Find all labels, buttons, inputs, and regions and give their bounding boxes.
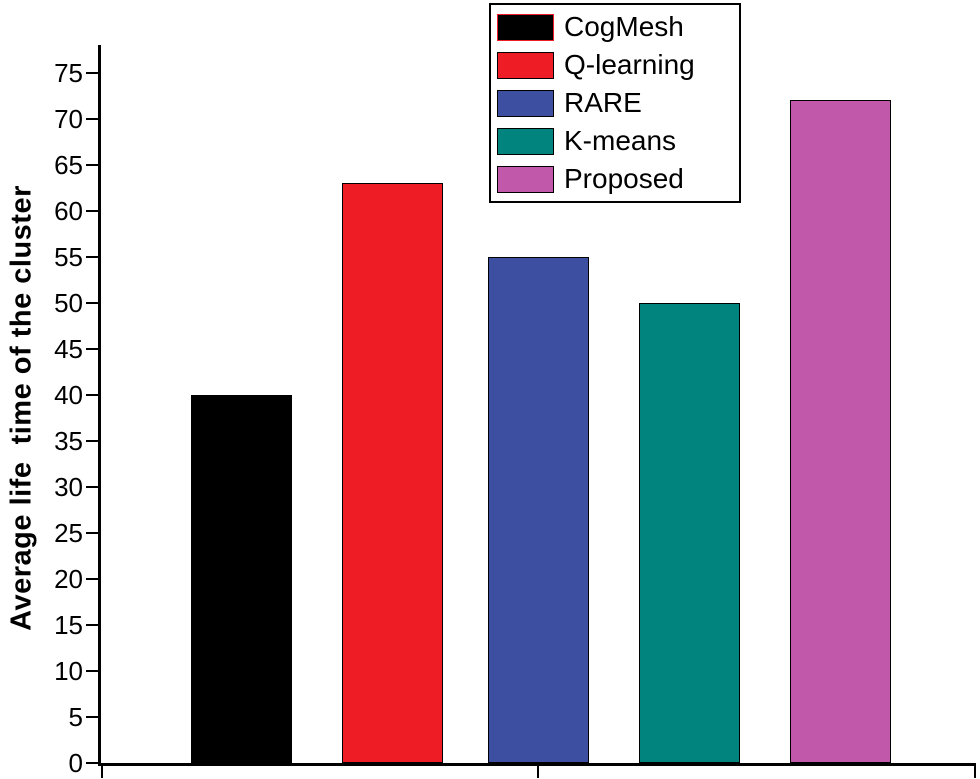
y-tick bbox=[86, 715, 98, 718]
y-tick bbox=[86, 347, 98, 350]
y-tick bbox=[86, 255, 98, 258]
y-tick bbox=[86, 623, 98, 626]
legend-label: Proposed bbox=[564, 163, 684, 194]
y-tick bbox=[86, 577, 98, 580]
legend-swatch bbox=[497, 165, 554, 193]
legend-swatch bbox=[497, 51, 554, 79]
y-tick bbox=[86, 669, 98, 672]
bar-q-learning bbox=[341, 183, 443, 763]
y-tick-label: 0 bbox=[68, 748, 83, 778]
y-tick bbox=[86, 71, 98, 74]
y-tick bbox=[86, 439, 98, 442]
y-tick-label: 25 bbox=[54, 517, 83, 548]
y-tick bbox=[86, 209, 98, 212]
legend-label: K-means bbox=[564, 125, 677, 156]
y-tick-label: 75 bbox=[54, 57, 83, 88]
legend-item: K-means bbox=[497, 122, 733, 160]
y-tick-label: 50 bbox=[54, 287, 83, 318]
y-tick-label: 65 bbox=[54, 149, 83, 180]
legend-label: Q-learning bbox=[564, 49, 695, 80]
bar-cogmesh bbox=[190, 394, 292, 763]
legend-item: RARE bbox=[497, 84, 733, 122]
x-tick bbox=[101, 766, 103, 778]
y-tick-label: 20 bbox=[54, 563, 83, 594]
legend-item: Q-learning bbox=[497, 46, 733, 84]
bar-k-means bbox=[638, 302, 740, 763]
y-tick bbox=[86, 301, 98, 304]
legend-label: CogMesh bbox=[564, 11, 684, 42]
x-tick bbox=[536, 766, 539, 778]
bar-proposed bbox=[789, 100, 891, 763]
y-tick-label: 35 bbox=[54, 425, 83, 456]
y-tick-label: 30 bbox=[54, 471, 83, 502]
legend-item: Proposed bbox=[497, 160, 733, 198]
plot-area: 0 5 10 15 20 25 30 35 40 45 50 55 60 65 70 75 bbox=[54, 45, 976, 778]
y-tick bbox=[86, 117, 98, 120]
legend: CogMesh Q-learning RARE K-means Proposed bbox=[489, 3, 741, 203]
legend-swatch bbox=[497, 13, 554, 41]
y-tick-label: 60 bbox=[54, 195, 83, 226]
y-tick-label: 5 bbox=[68, 701, 83, 732]
y-tick-label: 40 bbox=[54, 379, 83, 410]
y-tick bbox=[86, 531, 98, 534]
y-tick-label: 55 bbox=[54, 241, 83, 272]
y-axis-title: Average life time of the cluster bbox=[5, 185, 38, 631]
legend-item: CogMesh bbox=[497, 8, 733, 46]
y-tick bbox=[86, 393, 98, 396]
legend-label: RARE bbox=[564, 87, 642, 118]
y-tick bbox=[86, 163, 98, 166]
legend-swatch bbox=[497, 89, 554, 117]
x-tick bbox=[974, 766, 976, 778]
y-tick-label: 70 bbox=[54, 103, 83, 134]
y-tick-label: 10 bbox=[54, 655, 83, 686]
legend-swatch bbox=[497, 127, 554, 155]
y-tick bbox=[86, 485, 98, 488]
bar-rare bbox=[488, 256, 589, 763]
y-tick-label: 45 bbox=[54, 333, 83, 364]
y-tick-label: 15 bbox=[54, 609, 83, 640]
y-tick bbox=[86, 762, 98, 764]
